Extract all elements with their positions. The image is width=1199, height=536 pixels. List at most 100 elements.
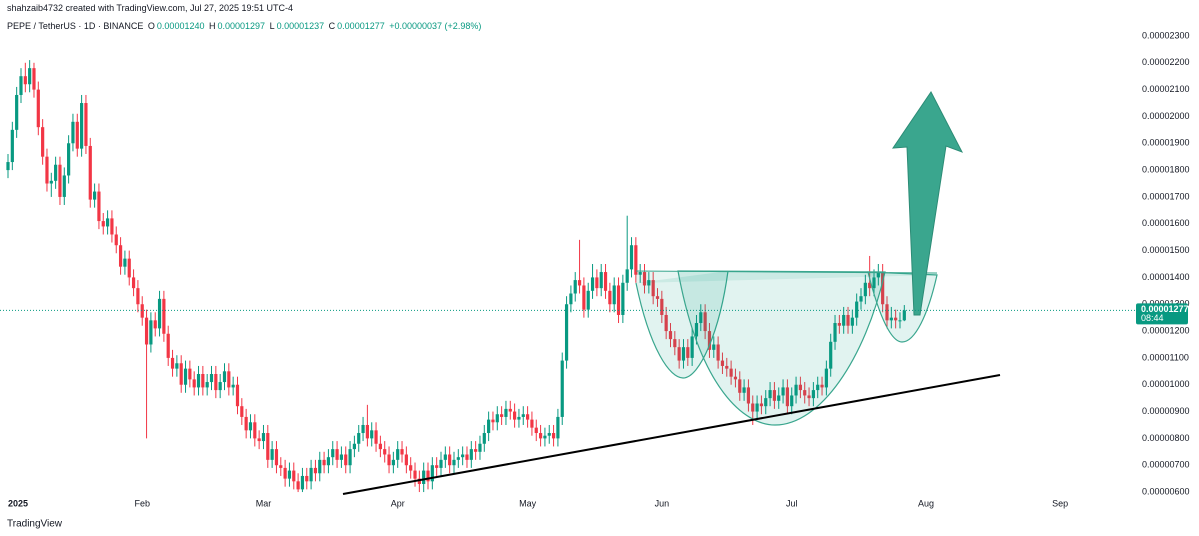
candle-body (365, 424, 369, 439)
candle-body (829, 341, 833, 369)
candle-body (383, 449, 387, 455)
candle-body (36, 89, 40, 128)
candle-body (625, 269, 629, 283)
x-tick-label: Sep (1052, 498, 1068, 508)
candle-body (426, 470, 430, 482)
candle-body (621, 282, 625, 315)
candle-body (603, 272, 608, 291)
candle-body (725, 365, 729, 369)
candle-body (313, 467, 318, 474)
candle-body (443, 454, 447, 460)
candle-body (755, 403, 759, 412)
candle-body (716, 344, 720, 361)
candle-body (526, 414, 530, 420)
candle-body (266, 433, 270, 460)
candle-body (149, 320, 153, 345)
candle-body (586, 290, 590, 310)
candle-body (23, 76, 27, 85)
candle-body (699, 312, 703, 324)
main-cup (677, 270, 886, 426)
y-tick-label: 0.00002100 (1142, 84, 1190, 94)
candle-body (842, 314, 846, 326)
candle-body (222, 371, 227, 383)
candle-body (642, 272, 647, 286)
candle-body (287, 470, 292, 479)
candle-body (651, 280, 655, 297)
candle-body (560, 360, 564, 417)
candle-body (58, 164, 62, 197)
candle-body (378, 443, 382, 450)
candle-body (140, 304, 144, 318)
candle-body (62, 175, 66, 197)
y-tick-label: 0.00001600 (1142, 218, 1190, 228)
candle-body (240, 406, 244, 417)
candle-body (647, 280, 651, 286)
candle-body (807, 395, 811, 399)
candle-body (660, 298, 664, 315)
candle-body (504, 408, 508, 417)
y-tick-label: 0.00002300 (1142, 30, 1190, 40)
candle-body (374, 430, 378, 444)
x-tick-label: Jul (786, 498, 798, 508)
candle-body (764, 398, 768, 407)
candle-body (681, 347, 686, 361)
y-tick-label: 0.00000900 (1142, 406, 1190, 416)
candle-body (344, 454, 348, 466)
candle-body (677, 347, 681, 361)
candle-body (93, 191, 97, 200)
candle-body (785, 387, 789, 407)
candle-body (196, 374, 201, 388)
candle-body (863, 282, 867, 297)
label: H (209, 21, 216, 31)
candle-body (209, 374, 214, 383)
candle-body (205, 382, 209, 388)
candle-body (889, 317, 893, 321)
candle-body (491, 419, 495, 423)
candle-body (439, 459, 443, 468)
x-tick-label: Feb (134, 498, 150, 508)
candle-body (898, 320, 902, 322)
candle-body (123, 258, 127, 267)
candle-body (742, 387, 746, 393)
candle-body (404, 454, 408, 466)
candle-body (396, 449, 400, 460)
candle-body (10, 129, 14, 163)
candle-body (824, 368, 828, 388)
value: 0.00001297 (217, 21, 266, 31)
candles (6, 60, 906, 493)
candle-body (88, 145, 92, 200)
y-tick-label: 0.00000600 (1142, 486, 1190, 496)
x-tick-label: May (519, 498, 537, 508)
candle-body (41, 127, 45, 157)
candle-body (772, 390, 777, 401)
candle-body (508, 408, 512, 412)
y-tick-label: 0.00001200 (1142, 325, 1190, 335)
candle-body (746, 387, 751, 404)
x-tick-label: Mar (256, 498, 272, 508)
candle-body (881, 272, 885, 305)
candle-body (105, 218, 110, 227)
candle-body (673, 339, 677, 348)
candle-body (331, 449, 335, 458)
candle-body (136, 288, 140, 305)
candle-body (175, 363, 179, 369)
candle-body (80, 103, 84, 149)
candle-body (292, 470, 296, 482)
candle-body (513, 411, 517, 420)
candle-body (279, 465, 283, 468)
candle-body (694, 323, 699, 337)
candle-body (777, 395, 781, 401)
value: 0.00001237 (276, 21, 325, 31)
candle-body (599, 272, 603, 289)
candle-body (655, 296, 660, 299)
candle-body (283, 467, 287, 479)
candle-body (707, 331, 712, 350)
candle-body (274, 449, 279, 466)
candle-body (564, 304, 569, 361)
candle-body (214, 374, 218, 391)
candle-body (573, 280, 577, 294)
candle-body (32, 68, 36, 90)
candle-body (569, 293, 573, 305)
